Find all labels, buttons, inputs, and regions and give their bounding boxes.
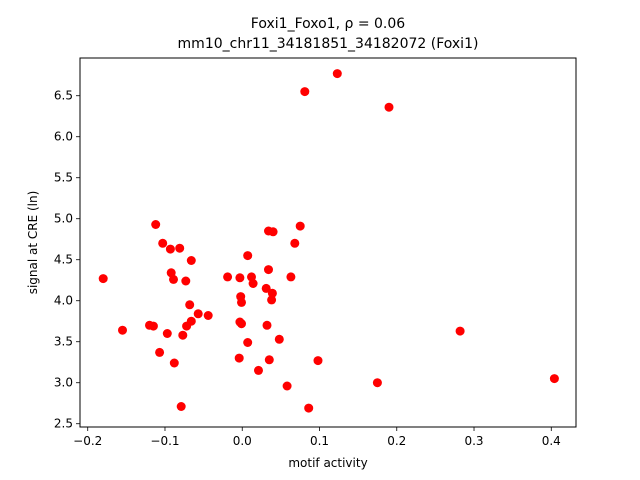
data-point [158, 238, 168, 248]
data-point [98, 274, 108, 284]
chart-title-line1: Foxi1_Foxo1, ρ = 0.06 [251, 16, 405, 32]
data-point [235, 273, 245, 283]
data-point [176, 402, 186, 411]
data-point [243, 338, 253, 347]
y-tick-label: 3.0 [54, 376, 73, 390]
data-point [155, 347, 165, 357]
data-point [254, 365, 263, 375]
y-tick-label: 3.5 [54, 335, 73, 349]
y-tick-label: 4.5 [54, 253, 73, 267]
chart-title-line2: mm10_chr11_34181851_34182072 (Foxi1) [178, 36, 479, 52]
x-tick-label: 0.4 [542, 434, 561, 448]
data-point [262, 320, 272, 330]
data-point [248, 279, 258, 288]
data-point [186, 256, 196, 265]
data-point [237, 297, 246, 307]
data-point [455, 326, 465, 336]
x-tick-label: 0.1 [310, 434, 329, 448]
x-axis-ticks: −0.2 −0.1 0.0 0.1 0.2 0.3 0.4 [73, 427, 561, 448]
y-axis-ticks: 2.5 3.0 3.5 4.0 4.5 5.0 5.5 6.0 6.5 [54, 89, 80, 431]
data-point [300, 87, 310, 97]
data-point [295, 221, 305, 231]
data-point [181, 276, 191, 286]
data-point [282, 381, 292, 391]
data-point [175, 243, 185, 253]
y-tick-label: 6.0 [54, 130, 73, 144]
data-point [162, 329, 172, 338]
x-tick-label: 0.3 [464, 434, 483, 448]
data-point [151, 220, 161, 229]
data-point [268, 227, 278, 237]
data-point [148, 321, 158, 331]
data-point [332, 69, 342, 79]
y-tick-label: 5.0 [54, 212, 73, 226]
plot-frame [79, 57, 577, 428]
data-point [267, 288, 277, 298]
data-points [98, 69, 559, 413]
data-point [237, 319, 246, 329]
data-point [118, 325, 127, 335]
y-tick-label: 4.0 [54, 294, 73, 308]
data-point [178, 330, 188, 340]
x-tick-label: 0.2 [387, 434, 406, 448]
data-point [193, 309, 203, 319]
x-tick-label: −0.2 [73, 434, 102, 448]
x-tick-label: −0.1 [150, 434, 179, 448]
x-tick-label: 0.0 [233, 434, 252, 448]
y-tick-label: 2.5 [54, 417, 73, 431]
data-point [372, 378, 382, 388]
y-tick-label: 6.5 [54, 89, 73, 103]
data-point [169, 274, 178, 284]
data-point [243, 251, 253, 261]
data-point [203, 311, 213, 320]
x-axis-label: motif activity [288, 456, 367, 470]
data-point [313, 356, 323, 366]
data-point [286, 272, 296, 282]
y-tick-label: 5.5 [54, 171, 73, 185]
data-point [234, 353, 244, 363]
data-point [223, 272, 233, 282]
y-axis-label: signal at CRE (ln) [26, 191, 40, 295]
data-point [384, 102, 394, 112]
data-point [274, 334, 284, 344]
data-point [267, 295, 277, 305]
data-point [304, 403, 314, 413]
data-point [290, 238, 300, 248]
data-point [182, 321, 192, 331]
data-point [264, 265, 273, 275]
data-point [165, 244, 175, 254]
data-point [261, 283, 271, 293]
data-point [169, 358, 179, 368]
data-point [264, 355, 274, 365]
data-point [185, 300, 195, 310]
data-point [549, 374, 559, 384]
